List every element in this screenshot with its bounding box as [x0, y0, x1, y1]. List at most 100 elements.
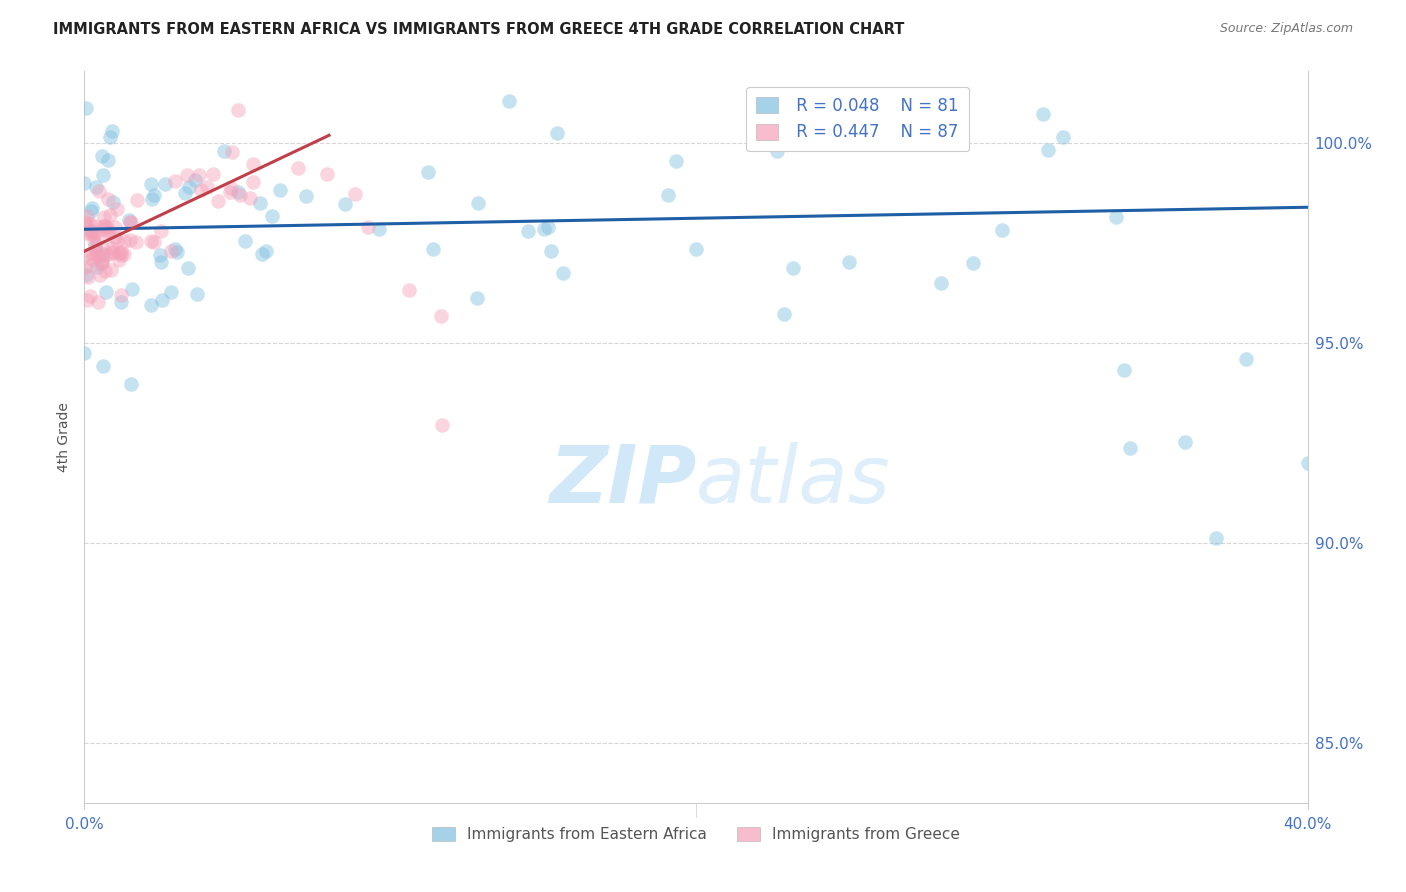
Point	[79, 247, 101, 261]
Point	[86, 246, 108, 260]
Point	[89, 268, 111, 282]
Point	[187, 168, 209, 182]
Point	[80, 258, 103, 272]
Point	[176, 168, 198, 182]
Point	[1119, 441, 1142, 455]
Point	[139, 178, 162, 192]
Point	[1174, 435, 1197, 450]
Point	[94, 264, 117, 278]
Point	[73, 176, 96, 190]
Point	[91, 219, 114, 233]
Point	[262, 209, 284, 223]
Point	[929, 276, 952, 290]
Point	[221, 145, 243, 159]
Point	[226, 185, 249, 199]
Point	[1114, 363, 1136, 377]
Point	[333, 197, 356, 211]
Point	[242, 157, 264, 171]
Point	[108, 252, 131, 267]
Point	[536, 219, 558, 234]
Point	[84, 219, 107, 234]
Point	[190, 183, 212, 197]
Point	[517, 224, 540, 238]
Point	[229, 187, 252, 202]
Point	[149, 248, 172, 262]
Point	[79, 217, 101, 231]
Point	[73, 346, 96, 360]
Point	[86, 260, 108, 275]
Point	[195, 180, 218, 194]
Point	[416, 164, 439, 178]
Point	[75, 216, 97, 230]
Point	[97, 224, 120, 238]
Point	[114, 247, 136, 261]
Point	[242, 176, 264, 190]
Point	[90, 256, 112, 270]
Point	[91, 149, 114, 163]
Point	[103, 245, 125, 260]
Point	[121, 282, 143, 296]
Point	[546, 126, 568, 140]
Point	[1036, 143, 1059, 157]
Point	[93, 359, 115, 374]
Point	[91, 168, 114, 182]
Point	[766, 144, 789, 158]
Point	[962, 256, 984, 270]
Point	[96, 153, 118, 168]
Point	[125, 235, 148, 249]
Point	[838, 254, 860, 268]
Point	[533, 222, 555, 236]
Point	[79, 223, 101, 237]
Point	[104, 220, 127, 235]
Point	[82, 246, 104, 260]
Point	[159, 244, 181, 258]
Text: IMMIGRANTS FROM EASTERN AFRICA VS IMMIGRANTS FROM GREECE 4TH GRADE CORRELATION C: IMMIGRANTS FROM EASTERN AFRICA VS IMMIGR…	[53, 22, 905, 37]
Point	[422, 242, 444, 256]
Point	[207, 194, 229, 208]
Point	[159, 285, 181, 300]
Point	[150, 293, 173, 307]
Point	[368, 221, 391, 235]
Point	[657, 187, 679, 202]
Point	[149, 224, 172, 238]
Point	[80, 204, 103, 219]
Point	[98, 208, 121, 222]
Point	[141, 235, 163, 249]
Point	[86, 179, 108, 194]
Point	[120, 376, 142, 391]
Point	[101, 241, 124, 255]
Point	[218, 185, 240, 199]
Point	[79, 227, 101, 241]
Point	[96, 220, 118, 235]
Point	[93, 210, 115, 224]
Point	[664, 153, 686, 168]
Point	[105, 234, 128, 248]
Point	[179, 180, 201, 194]
Point	[295, 189, 318, 203]
Point	[73, 215, 96, 229]
Point	[467, 195, 489, 210]
Point	[163, 243, 186, 257]
Point	[93, 222, 115, 236]
Point	[357, 220, 380, 235]
Point	[84, 227, 107, 241]
Y-axis label: 4th Grade: 4th Grade	[58, 402, 72, 472]
Point	[233, 234, 256, 248]
Point	[82, 224, 104, 238]
Point	[104, 230, 127, 244]
Point	[86, 233, 108, 247]
Point	[110, 294, 132, 309]
Point	[184, 172, 207, 186]
Point	[772, 307, 794, 321]
Point	[142, 235, 165, 249]
Point	[430, 418, 453, 433]
Point	[86, 243, 108, 257]
Point	[254, 244, 277, 258]
Point	[79, 288, 101, 302]
Point	[239, 191, 262, 205]
Point	[84, 238, 107, 252]
Point	[1205, 531, 1227, 545]
Point	[344, 186, 367, 201]
Point	[110, 248, 132, 262]
Point	[90, 253, 112, 268]
